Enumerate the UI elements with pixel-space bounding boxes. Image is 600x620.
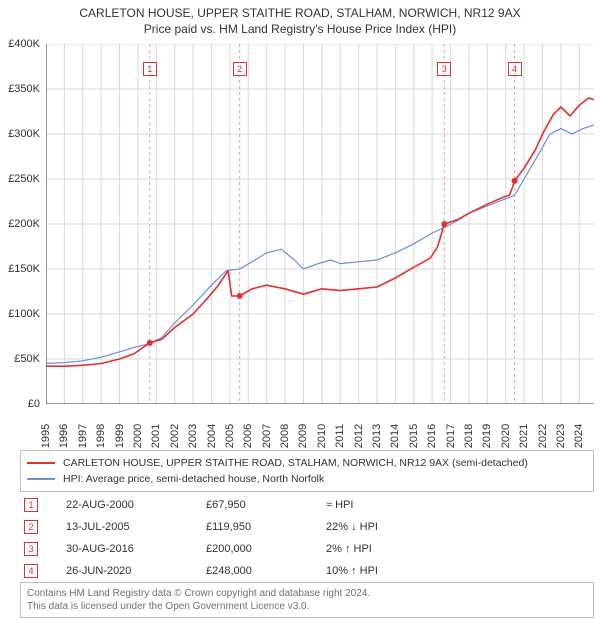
sales-delta: 10% ↑ HPI [326, 565, 446, 577]
x-tick-label: 1998 [95, 424, 107, 448]
x-tick-label: 2016 [426, 424, 438, 448]
x-tick-label: 2013 [371, 424, 383, 448]
x-tick-label: 1997 [77, 424, 89, 448]
x-tick-label: 1996 [58, 424, 70, 448]
x-axis-labels: 1995199619971998199920002001200220032004… [46, 406, 594, 448]
x-tick-label: 2018 [463, 424, 475, 448]
legend-swatch-hpi [27, 478, 55, 480]
x-tick-label: 1999 [114, 424, 126, 448]
title-line2: Price paid vs. HM Land Registry's House … [0, 22, 600, 36]
x-tick-label: 2010 [316, 424, 328, 448]
sales-idx: 2 [24, 520, 38, 534]
sales-row: 426-JUN-2020£248,00010% ↑ HPI [20, 560, 594, 582]
sales-price: £67,950 [206, 499, 326, 511]
legend-row-hpi: HPI: Average price, semi-detached house,… [27, 471, 587, 487]
legend-box: CARLETON HOUSE, UPPER STAITHE ROAD, STAL… [20, 450, 594, 492]
sales-row: 122-AUG-2000£67,950≈ HPI [20, 494, 594, 516]
y-tick-label: £400K [8, 38, 40, 50]
y-tick-label: £300K [8, 128, 40, 140]
sales-row: 213-JUL-2005£119,95022% ↓ HPI [20, 516, 594, 538]
x-tick-label: 2003 [187, 424, 199, 448]
sales-date: 30-AUG-2016 [38, 543, 206, 555]
sale-marker-3: 3 [437, 62, 451, 76]
x-tick-label: 2002 [169, 424, 181, 448]
chart-plot-area: 1 2 3 4 [46, 44, 594, 404]
x-tick-label: 1995 [40, 424, 52, 448]
legend-row-price-paid: CARLETON HOUSE, UPPER STAITHE ROAD, STAL… [27, 455, 587, 471]
y-tick-label: £150K [8, 263, 40, 275]
y-tick-label: £0 [28, 398, 40, 410]
x-tick-label: 2015 [408, 424, 420, 448]
y-tick-label: £200K [8, 218, 40, 230]
footer-line2: This data is licensed under the Open Gov… [27, 600, 587, 613]
sales-price: £200,000 [206, 543, 326, 555]
x-tick-label: 2014 [389, 424, 401, 448]
sales-price: £248,000 [206, 565, 326, 577]
sales-table: 122-AUG-2000£67,950≈ HPI213-JUL-2005£119… [20, 494, 594, 582]
sales-delta: 22% ↓ HPI [326, 521, 446, 533]
x-tick-label: 2000 [132, 424, 144, 448]
x-tick-label: 2005 [224, 424, 236, 448]
sales-row: 330-AUG-2016£200,0002% ↑ HPI [20, 538, 594, 560]
x-tick-label: 2012 [353, 424, 365, 448]
y-tick-label: £350K [8, 83, 40, 95]
x-tick-label: 2001 [150, 424, 162, 448]
y-tick-label: £250K [8, 173, 40, 185]
x-tick-label: 2008 [279, 424, 291, 448]
chart-svg [46, 44, 594, 404]
sale-marker-2: 2 [233, 62, 247, 76]
sales-date: 22-AUG-2000 [38, 499, 206, 511]
sales-idx: 3 [24, 542, 38, 556]
sales-delta: ≈ HPI [326, 499, 446, 511]
footer-box: Contains HM Land Registry data © Crown c… [20, 582, 594, 618]
x-tick-label: 2004 [206, 424, 218, 448]
legend-swatch-price-paid [27, 462, 55, 464]
x-tick-label: 2009 [297, 424, 309, 448]
x-tick-label: 2022 [537, 424, 549, 448]
y-tick-label: £100K [8, 308, 40, 320]
title-block: CARLETON HOUSE, UPPER STAITHE ROAD, STAL… [0, 0, 600, 36]
x-tick-label: 2024 [573, 424, 585, 448]
x-tick-label: 2011 [334, 424, 346, 448]
sales-date: 13-JUL-2005 [38, 521, 206, 533]
x-tick-label: 2021 [518, 424, 530, 448]
sales-idx: 4 [24, 564, 38, 578]
x-tick-label: 2007 [261, 424, 273, 448]
sale-marker-4: 4 [508, 62, 522, 76]
sale-marker-1: 1 [143, 62, 157, 76]
x-tick-label: 2019 [481, 424, 493, 448]
legend-label-hpi: HPI: Average price, semi-detached house,… [63, 473, 324, 485]
x-tick-label: 2020 [500, 424, 512, 448]
x-tick-label: 2006 [242, 424, 254, 448]
sales-price: £119,950 [206, 521, 326, 533]
legend-label-price-paid: CARLETON HOUSE, UPPER STAITHE ROAD, STAL… [63, 457, 528, 469]
sales-delta: 2% ↑ HPI [326, 543, 446, 555]
figure-container: CARLETON HOUSE, UPPER STAITHE ROAD, STAL… [0, 0, 600, 620]
sales-date: 26-JUN-2020 [38, 565, 206, 577]
title-line1: CARLETON HOUSE, UPPER STAITHE ROAD, STAL… [0, 6, 600, 20]
x-tick-label: 2017 [445, 424, 457, 448]
sales-idx: 1 [24, 498, 38, 512]
footer-line1: Contains HM Land Registry data © Crown c… [27, 587, 587, 600]
x-tick-label: 2023 [555, 424, 567, 448]
y-axis-labels: £0£50K£100K£150K£200K£250K£300K£350K£400… [0, 44, 42, 404]
y-tick-label: £50K [14, 353, 40, 365]
